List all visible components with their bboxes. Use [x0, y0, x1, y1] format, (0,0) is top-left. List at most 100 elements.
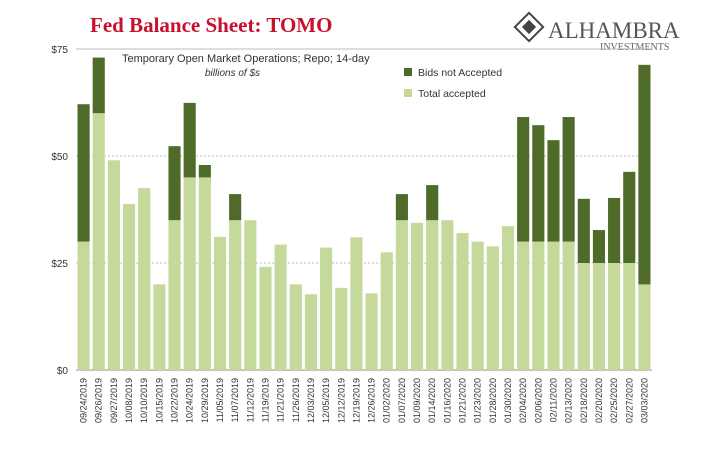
- bar-segment: [532, 125, 545, 242]
- y-tick-label: $75: [51, 45, 68, 56]
- bar-segment: [532, 241, 545, 370]
- x-tick-label: 12/19/2019: [351, 378, 361, 423]
- x-tick-label: 02/06/2020: [533, 378, 543, 423]
- bar-segment: [259, 266, 272, 370]
- logo-name: ALHAMBRA: [548, 18, 680, 43]
- x-tick-label: 10/24/2019: [185, 378, 195, 423]
- bar-segment: [517, 117, 530, 242]
- x-tick-label: 02/27/2020: [624, 378, 634, 423]
- bar-segment: [623, 171, 636, 263]
- bar-segment: [441, 220, 454, 370]
- x-tick-label: 11/05/2019: [215, 378, 225, 422]
- x-tick-label: 02/13/2020: [564, 378, 574, 423]
- logo-mark: [513, 11, 545, 43]
- bar-segment: [77, 104, 90, 242]
- bar-segment: [168, 146, 181, 221]
- bar-segment: [501, 226, 515, 370]
- x-tick-label: 03/03/2020: [639, 378, 649, 423]
- x-tick-label: 01/21/2020: [458, 378, 468, 423]
- bar-segment: [304, 294, 318, 370]
- bar-segment: [562, 241, 575, 370]
- legend-swatch: [404, 89, 412, 97]
- bar-segment: [138, 188, 151, 370]
- bar-segment: [608, 197, 621, 263]
- x-tick-label: 10/15/2019: [154, 378, 164, 423]
- bar-segment: [517, 241, 530, 370]
- x-tick-label: 12/05/2019: [321, 378, 331, 423]
- bar-segment: [198, 177, 211, 370]
- x-tick-label: 02/20/2020: [594, 378, 604, 423]
- x-tick-label: 02/11/2020: [548, 378, 558, 422]
- legend-swatch: [404, 68, 412, 76]
- x-tick-label: 11/19/2019: [260, 378, 270, 422]
- x-tick-label: 10/10/2019: [139, 378, 149, 423]
- bar-segment: [274, 244, 287, 370]
- x-tick-label: 11/26/2019: [291, 378, 301, 422]
- bar-segment: [577, 198, 590, 263]
- x-tick-label: 01/16/2020: [442, 378, 452, 423]
- bar-segment: [320, 247, 333, 370]
- bar-segment: [183, 177, 196, 370]
- bar-segment: [92, 113, 105, 370]
- x-tick-label: 01/28/2020: [488, 378, 498, 423]
- x-tick-label: 09/26/2019: [94, 378, 104, 423]
- bar-segment: [122, 203, 136, 370]
- bar-segment: [395, 220, 408, 370]
- logo-tagline: INVESTMENTS: [600, 42, 669, 53]
- x-tick-label: 09/27/2019: [109, 378, 119, 423]
- bar-segment: [456, 233, 469, 370]
- bar-segment: [92, 57, 105, 114]
- x-tick-label: 01/14/2020: [427, 378, 437, 423]
- bar-segment: [380, 252, 393, 370]
- bar-segment: [244, 220, 257, 370]
- bar-segment: [471, 241, 484, 370]
- y-tick-label: $0: [57, 366, 69, 377]
- y-tick-label: $50: [51, 152, 68, 163]
- bar-segment: [410, 222, 424, 370]
- chart-subtitle: Temporary Open Market Operations; Repo; …: [122, 53, 370, 65]
- x-tick-label: 01/02/2020: [382, 378, 392, 423]
- bar-segment: [547, 241, 560, 370]
- bar-segment: [107, 160, 120, 370]
- bar-segment: [547, 140, 560, 242]
- bar-segment: [77, 241, 90, 370]
- bar-segment: [562, 117, 575, 242]
- bar-segment: [638, 64, 651, 285]
- unit-note: billions of $s: [205, 68, 260, 79]
- x-tick-label: 02/18/2020: [579, 378, 589, 423]
- x-tick-label: 02/04/2020: [518, 378, 528, 423]
- bar-segment: [426, 185, 439, 221]
- bar-segment: [168, 220, 181, 370]
- bar-segment: [335, 287, 348, 370]
- x-tick-label: 10/22/2019: [170, 378, 180, 423]
- bar-segment: [426, 220, 439, 370]
- x-tick-label: 12/12/2019: [336, 378, 346, 423]
- bar-segment: [623, 263, 636, 370]
- bar-segment: [395, 194, 408, 221]
- x-tick-label: 11/12/2019: [245, 378, 255, 422]
- x-tick-label: 01/07/2020: [397, 378, 407, 423]
- bar-segment: [289, 284, 302, 370]
- bar-segment: [229, 194, 242, 221]
- x-tick-label: 01/30/2020: [503, 378, 513, 423]
- chart-title: Fed Balance Sheet: TOMO: [90, 13, 332, 37]
- bar-segment: [365, 293, 378, 370]
- bar-segment: [153, 284, 166, 370]
- bar-segment: [350, 237, 363, 370]
- x-tick-label: 11/07/2019: [230, 378, 240, 422]
- bar-segment: [577, 263, 590, 370]
- bar-segment: [183, 102, 196, 178]
- x-tick-label: 11/21/2019: [276, 378, 286, 422]
- legend-label: Total accepted: [418, 88, 486, 100]
- bar-segment: [608, 263, 621, 370]
- x-tick-label: 01/23/2020: [473, 378, 483, 423]
- bar-segment: [213, 236, 227, 370]
- bar-segment: [638, 284, 651, 370]
- x-tick-label: 10/08/2019: [124, 378, 134, 423]
- x-tick-label: 02/25/2020: [609, 378, 619, 423]
- x-tick-label: 12/26/2019: [367, 378, 377, 423]
- x-tick-label: 10/29/2019: [200, 378, 210, 423]
- bar-segment: [198, 164, 211, 178]
- logo-mark-inner: [521, 19, 537, 35]
